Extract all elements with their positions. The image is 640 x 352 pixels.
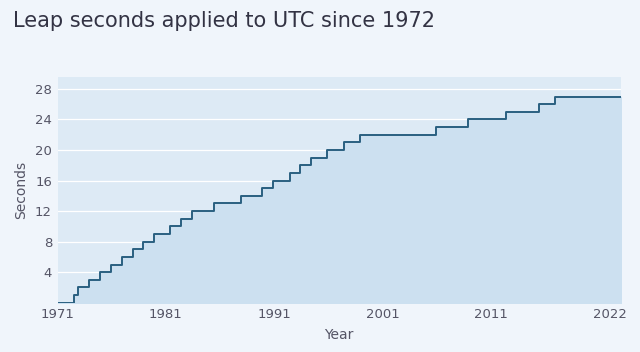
Text: Leap seconds applied to UTC since 1972: Leap seconds applied to UTC since 1972: [13, 11, 435, 31]
X-axis label: Year: Year: [324, 328, 354, 342]
Y-axis label: Seconds: Seconds: [14, 161, 28, 219]
